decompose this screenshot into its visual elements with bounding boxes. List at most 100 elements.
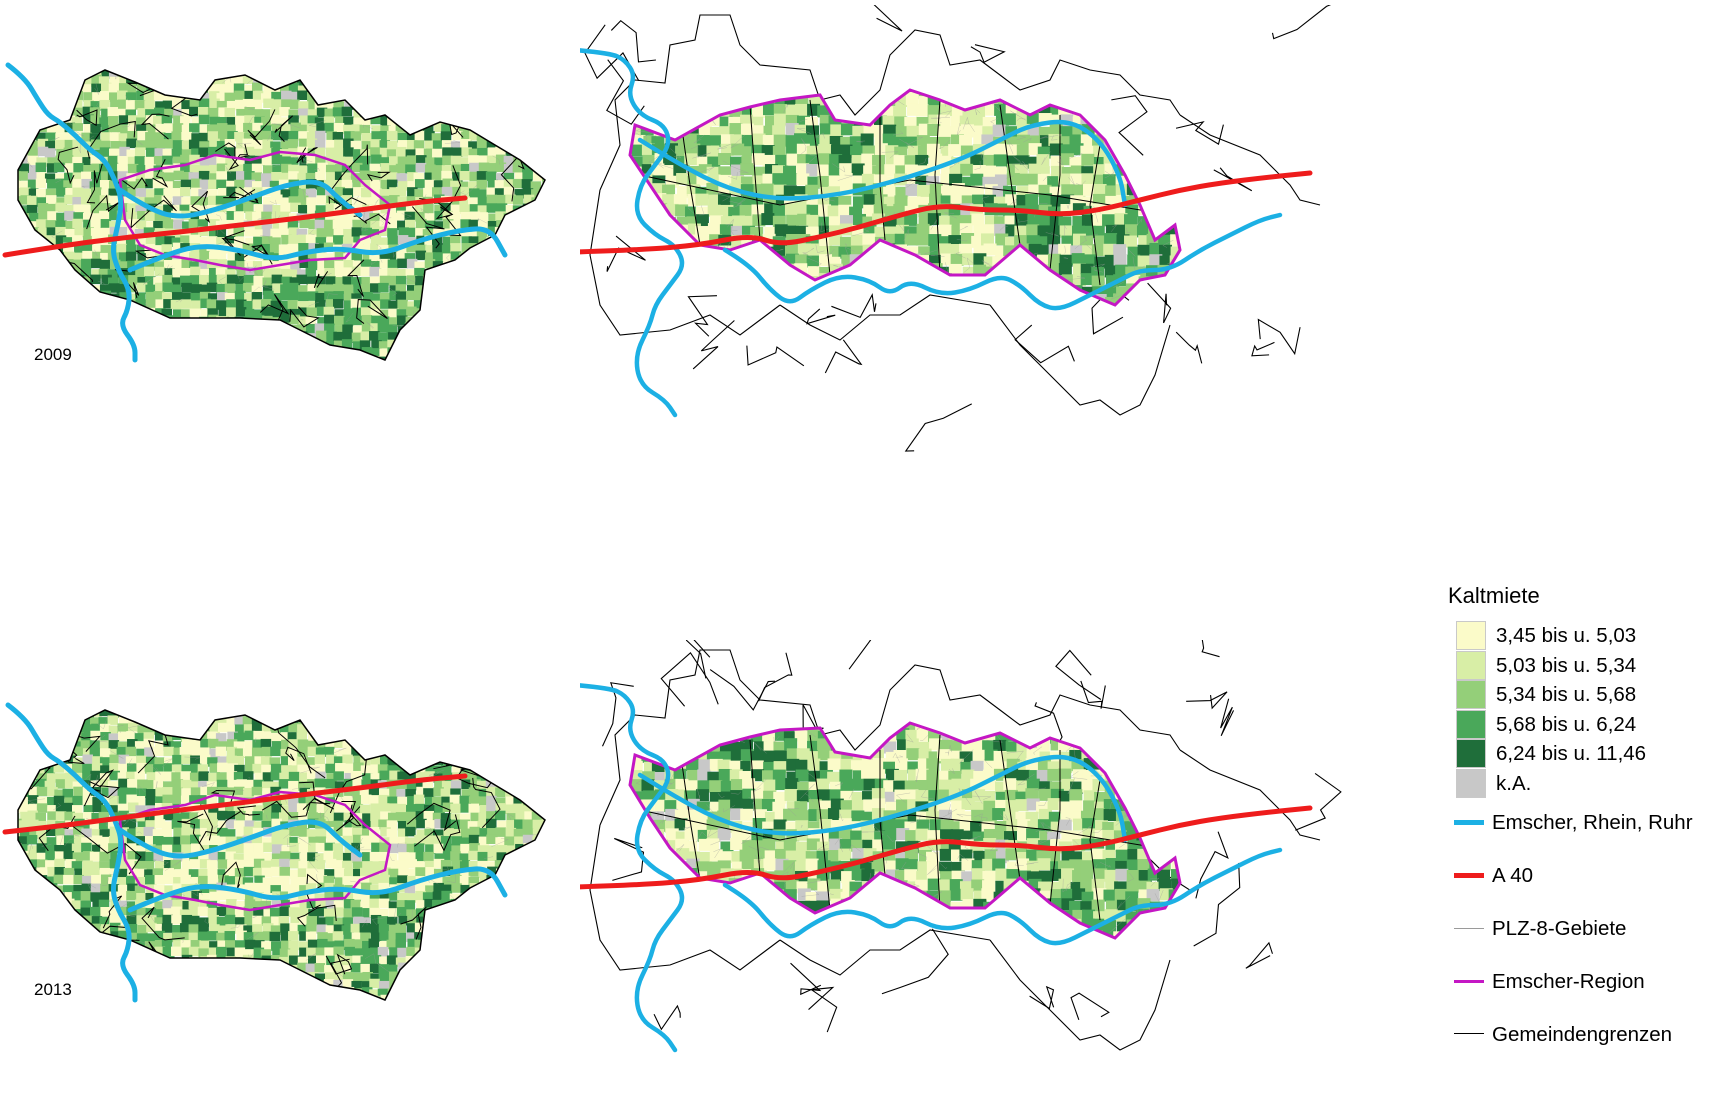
plz-cell xyxy=(506,700,517,709)
plz-cell xyxy=(549,787,560,797)
plz-cell xyxy=(413,172,425,183)
plz-cell xyxy=(127,124,139,134)
plz-cell xyxy=(180,779,192,790)
plz-cell xyxy=(252,90,264,101)
plz-cell xyxy=(549,132,560,142)
plz-cell xyxy=(495,298,506,309)
plz-cell xyxy=(206,299,218,309)
plz-cell xyxy=(290,260,301,270)
plz-cell xyxy=(91,356,102,360)
plz-cell xyxy=(360,70,371,77)
plz-cell xyxy=(46,876,58,886)
plz-cell xyxy=(270,733,282,743)
plz-cell xyxy=(414,717,426,727)
plz-cell xyxy=(558,187,569,197)
plz-cell xyxy=(145,291,157,302)
plz-cell xyxy=(154,245,165,255)
plz-cell xyxy=(673,304,687,305)
plz-cell xyxy=(469,739,481,749)
plz-cell xyxy=(486,764,497,774)
plz-cell xyxy=(389,837,400,847)
plz-cell xyxy=(83,124,94,134)
plz-cell xyxy=(560,803,570,813)
plz-cell xyxy=(551,828,562,838)
plz-cell xyxy=(227,700,238,709)
plz-cell xyxy=(1115,264,1129,277)
plz-cell xyxy=(514,293,525,303)
plz-cell xyxy=(523,274,535,285)
plz-cell xyxy=(215,733,227,743)
plz-cell xyxy=(189,154,200,165)
plz-cell xyxy=(1094,93,1108,106)
plz-cell xyxy=(431,106,443,117)
plz-cell xyxy=(416,739,427,750)
plz-cell xyxy=(774,263,788,276)
plz-cell xyxy=(1059,254,1073,267)
plz-cell xyxy=(298,316,310,326)
plz-cell xyxy=(469,211,481,221)
plz-cell xyxy=(154,211,166,221)
plz-cell xyxy=(171,74,182,85)
plz-cell xyxy=(549,716,560,726)
plz-cell xyxy=(415,356,427,360)
plz-cell xyxy=(541,91,545,102)
plz-cell xyxy=(497,710,508,719)
plz-cell xyxy=(762,103,776,116)
plz-cell xyxy=(164,860,175,870)
plz-cell xyxy=(784,173,798,186)
plz-cell xyxy=(80,309,92,319)
plz-cell xyxy=(47,714,58,725)
plz-cell xyxy=(497,259,508,269)
plz-cell xyxy=(352,861,364,871)
plz-cell xyxy=(18,276,21,286)
plz-cell xyxy=(127,163,139,174)
plz-cell xyxy=(450,180,461,191)
plz-cell xyxy=(550,117,561,127)
plz-cell xyxy=(62,802,74,813)
plz-cell xyxy=(226,771,238,781)
plz-cell xyxy=(369,77,381,87)
plz-cell xyxy=(315,812,326,823)
plz-cell xyxy=(18,258,29,269)
plz-cell xyxy=(468,306,480,317)
plz-cell xyxy=(161,821,173,831)
plz-cell xyxy=(74,355,85,360)
plz-cell xyxy=(81,178,92,189)
plz-cell xyxy=(199,859,211,869)
plz-cell xyxy=(53,763,65,773)
plz-cell xyxy=(236,267,247,277)
plz-cell xyxy=(361,117,372,127)
plz-cell xyxy=(495,797,507,807)
plz-cell xyxy=(531,259,543,270)
plz-cell xyxy=(495,837,506,847)
plz-cell xyxy=(270,237,281,247)
plz-cell xyxy=(415,148,426,158)
plz-cell xyxy=(53,299,65,309)
plz-cell xyxy=(100,171,112,181)
plz-cell xyxy=(740,123,754,136)
plz-cell xyxy=(225,356,236,360)
plz-cell xyxy=(442,253,454,263)
plz-cell xyxy=(171,764,183,774)
plz-cell xyxy=(379,356,390,360)
plz-cell xyxy=(559,813,570,823)
plz-cell xyxy=(252,354,264,360)
plz-cell xyxy=(125,109,137,119)
plz-cell xyxy=(488,756,499,767)
plz-cell xyxy=(468,748,480,758)
plz-cell xyxy=(752,304,766,305)
plz-cell xyxy=(434,765,445,775)
plz-cell xyxy=(1070,90,1084,96)
plz-cell xyxy=(172,292,183,302)
plz-cell xyxy=(65,324,76,334)
plz-cell xyxy=(796,163,810,176)
plz-cell xyxy=(297,269,308,279)
plz-cell xyxy=(261,173,272,183)
plz-cell xyxy=(92,92,103,102)
plz-cell xyxy=(298,796,309,806)
plz-cell xyxy=(126,794,137,805)
plz-cell xyxy=(1181,275,1194,287)
plz-cell xyxy=(477,205,489,215)
plz-cell xyxy=(805,184,819,197)
plz-cell xyxy=(550,77,561,87)
